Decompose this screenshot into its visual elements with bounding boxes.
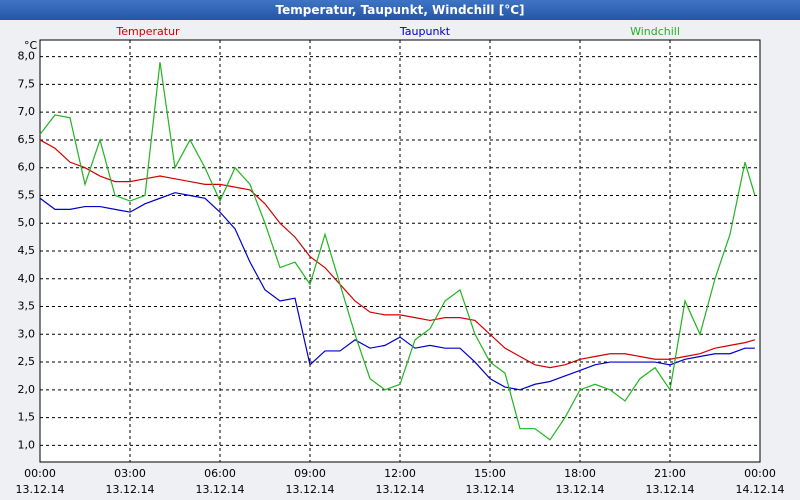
- y-unit: °C: [24, 39, 38, 52]
- y-tick-label: 5,5: [18, 188, 36, 201]
- x-tick-date: 14.12.14: [736, 483, 785, 496]
- y-tick-label: 4,5: [18, 244, 36, 257]
- x-tick-date: 13.12.14: [106, 483, 155, 496]
- series-line: [39, 62, 756, 441]
- legend-entry: Taupunkt: [399, 25, 451, 38]
- x-tick-label: 15:00: [474, 467, 506, 480]
- y-tick-label: 6,5: [18, 133, 36, 146]
- x-tick-label: 03:00: [114, 467, 146, 480]
- x-tick-label: 21:00: [654, 467, 686, 480]
- x-tick-label: 12:00: [384, 467, 416, 480]
- y-tick-label: 1,0: [18, 438, 36, 451]
- x-tick-date: 13.12.14: [16, 483, 65, 496]
- x-tick-date: 13.12.14: [466, 483, 515, 496]
- x-tick-date: 13.12.14: [376, 483, 425, 496]
- y-tick-label: 5,0: [18, 216, 36, 229]
- x-tick-label: 00:00: [744, 467, 776, 480]
- y-tick-label: 6,0: [18, 161, 36, 174]
- y-tick-label: 7,0: [18, 105, 36, 118]
- series-line: [39, 192, 755, 391]
- y-tick-label: 3,5: [18, 300, 36, 313]
- x-tick-label: 06:00: [204, 467, 236, 480]
- title-bar: Temperatur, Taupunkt, Windchill [°C]: [0, 0, 800, 20]
- x-tick-date: 13.12.14: [286, 483, 335, 496]
- x-tick-label: 18:00: [564, 467, 596, 480]
- y-tick-label: 2,5: [18, 355, 36, 368]
- x-tick-date: 13.12.14: [556, 483, 605, 496]
- y-tick-label: 7,5: [18, 77, 36, 90]
- x-tick-date: 13.12.14: [646, 483, 695, 496]
- legend-entry: Windchill: [630, 25, 680, 38]
- legend-entry: Temperatur: [115, 25, 180, 38]
- y-tick-label: 8,0: [18, 50, 36, 63]
- x-tick-date: 13.12.14: [196, 483, 245, 496]
- y-tick-label: 4,0: [18, 272, 36, 285]
- y-tick-label: 3,0: [18, 327, 36, 340]
- x-tick-label: 09:00: [294, 467, 326, 480]
- y-tick-label: 2,0: [18, 383, 36, 396]
- series-line: [39, 139, 756, 369]
- y-tick-label: 1,5: [18, 411, 36, 424]
- x-tick-label: 00:00: [24, 467, 56, 480]
